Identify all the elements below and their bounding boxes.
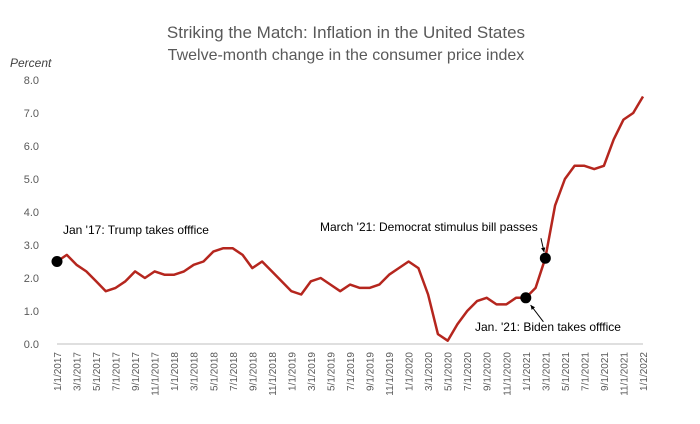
x-tick-label: 5/1/2020 [444,352,455,391]
x-tick-label: 11/1/2019 [385,352,396,396]
annotation-arrowhead [541,247,546,253]
x-tick-label: 9/1/2017 [131,352,142,391]
x-tick-label: 1/1/2021 [522,352,533,391]
event-annotation-label: Jan. '21: Biden takes offfice [475,320,621,334]
cpi-series-line [56,95,645,342]
event-marker-dot [539,252,551,264]
event-annotation-label: Jan '17: Trump takes offfice [63,223,209,237]
event-annotation-label: March '21: Democrat stimulus bill passes [320,220,538,234]
x-tick-label: 3/1/2020 [424,352,435,391]
x-tick-label: 7/1/2020 [463,352,474,391]
x-tick-label: 5/1/2018 [209,352,220,391]
y-tick-label: 4.0 [24,207,39,219]
x-tick-label: 3/1/2021 [541,352,552,391]
x-tick-label: 7/1/2021 [580,352,591,391]
y-tick-label: 3.0 [24,240,39,252]
x-tick-label: 1/1/2017 [53,352,64,391]
x-tick-label: 11/1/2018 [268,352,279,396]
x-tick-label: 5/1/2017 [92,352,103,391]
x-tick-label: 9/1/2018 [248,352,259,391]
x-tick-label: 7/1/2017 [112,352,123,391]
y-tick-label: 6.0 [24,141,39,153]
x-tick-label: 1/1/2018 [170,352,181,391]
event-markers: Jan '17: Trump takes offfice Jan. '21: Bi… [51,220,621,334]
chart-title: Striking the Match: Inflation in the Uni… [167,23,525,42]
y-tick-label: 7.0 [24,108,39,120]
y-tick-label: 8.0 [24,75,39,87]
x-tick-label: 7/1/2019 [346,352,357,391]
x-tick-label: 7/1/2018 [229,352,240,391]
event-marker-dot [520,292,532,304]
x-tick-label: 9/1/2020 [483,352,494,391]
x-tick-label: 9/1/2021 [600,352,611,391]
annotation-arrowhead [530,305,536,310]
y-tick-label: 0.0 [24,339,39,351]
x-tick-label: 11/1/2017 [151,352,162,396]
x-tick-label: 3/1/2019 [307,352,318,391]
x-tick-label: 1/1/2020 [405,352,416,391]
x-tick-label: 3/1/2017 [73,352,84,391]
event-marker-dot [51,256,63,267]
y-tick-label: 5.0 [24,174,39,186]
x-tick-label: 5/1/2021 [561,352,572,391]
x-tick-label: 1/1/2019 [287,352,298,391]
x-axis-ticks: 1/1/2017 3/1/2017 5/1/2017 7/1/2017 9/1/2017… [53,352,650,396]
chart-subtitle: Twelve-month change in the consumer pric… [168,47,525,64]
y-axis-label: Percent [10,56,52,70]
y-tick-label: 1.0 [24,306,39,318]
x-tick-label: 5/1/2019 [326,352,337,391]
y-axis-ticks: 0.0 1.0 2.0 3.0 4.0 5.0 6.0 7.0 8.0 [24,75,39,351]
x-tick-label: 9/1/2019 [366,352,377,391]
y-tick-label: 2.0 [24,273,39,285]
x-tick-label: 1/1/2022 [639,352,650,391]
x-tick-label: 3/1/2018 [190,352,201,391]
x-tick-label: 11/1/2021 [619,352,630,396]
x-tick-label: 11/1/2020 [502,352,513,396]
